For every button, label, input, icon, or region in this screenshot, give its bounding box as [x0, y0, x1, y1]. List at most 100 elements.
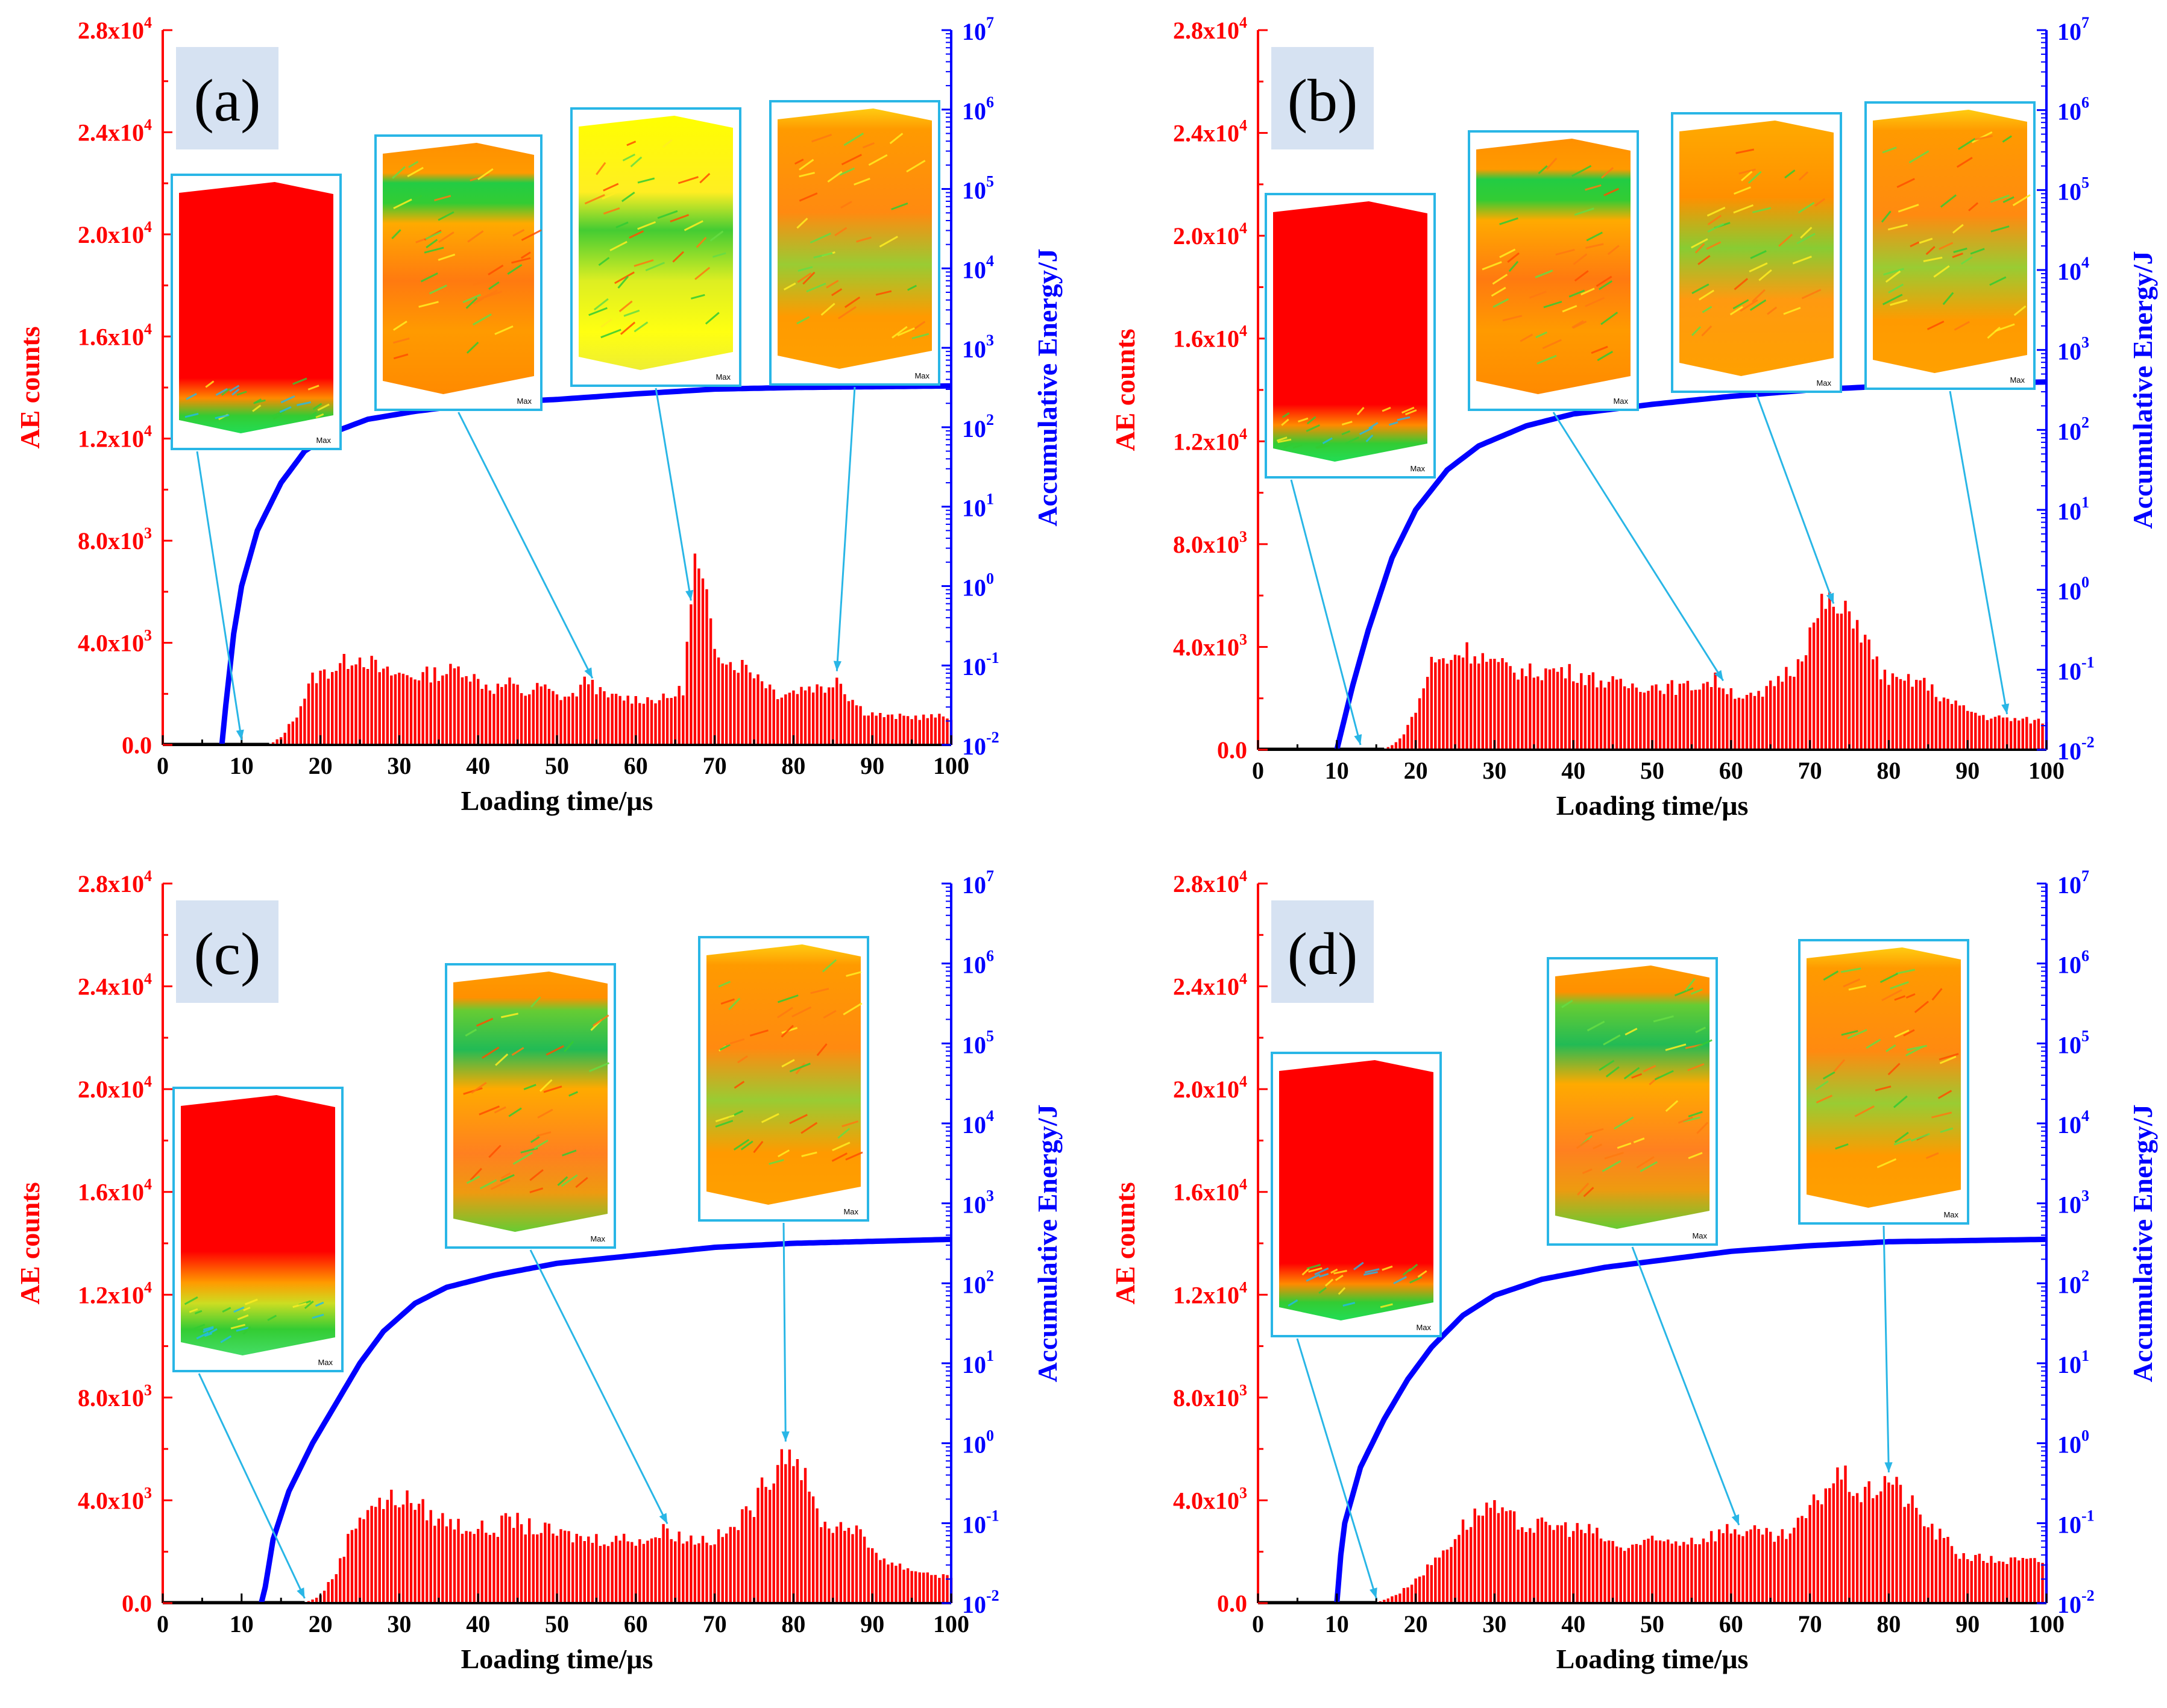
- ae-bar: [741, 1509, 744, 1603]
- ae-bar: [1406, 724, 1409, 750]
- inset-texture: [1604, 1152, 1624, 1160]
- ae-bars: [1386, 592, 2048, 750]
- callout-arrowhead: [1884, 1462, 1893, 1473]
- inset-texture: [1341, 421, 1353, 426]
- ae-bar: [934, 717, 937, 745]
- inset-texture: [575, 1176, 588, 1188]
- ae-bar: [441, 675, 444, 745]
- ae-bar: [1942, 697, 1946, 750]
- ae-bar: [1627, 1548, 1630, 1603]
- ae-bar: [721, 663, 724, 745]
- inset-texture: [1306, 416, 1316, 425]
- ae-bar: [1580, 673, 1583, 750]
- ae-bar: [784, 694, 787, 745]
- right-tick-exponent: 4: [2081, 1107, 2089, 1125]
- ae-bar: [804, 1468, 807, 1603]
- ae-bar: [1709, 687, 1713, 750]
- inset-texture: [1931, 988, 1943, 1001]
- left-tick-mantissa: 2.0x10: [78, 1076, 144, 1103]
- ae-bar: [1879, 1491, 1882, 1603]
- ae-bar: [1950, 704, 1954, 750]
- inset-texture: [561, 1174, 578, 1187]
- ae-bar: [749, 1510, 752, 1603]
- ae-bar: [926, 1572, 929, 1603]
- ae-bar: [1986, 1563, 1989, 1603]
- right-axis-title: Accumulative Energy/J: [1032, 248, 1063, 526]
- ae-bar: [1891, 1484, 1895, 1603]
- ae-bar: [1489, 1507, 1492, 1603]
- ae-bar: [606, 1546, 610, 1603]
- ae-bar: [926, 718, 929, 745]
- callout-arrowhead: [1714, 670, 1723, 681]
- right-tick-exponent: 7: [986, 14, 994, 31]
- ae-bar: [354, 664, 357, 745]
- ae-bar: [882, 1558, 885, 1603]
- ae-bar: [1855, 1493, 1859, 1603]
- inset-texture: [1823, 970, 1839, 981]
- inset-texture: [1593, 1143, 1603, 1150]
- left-tick-exponent: 4: [144, 867, 152, 885]
- inset-block: [453, 972, 608, 1232]
- inset-texture: [271, 410, 285, 418]
- inset-texture: [292, 1302, 307, 1308]
- ae-bar: [1619, 1547, 1622, 1603]
- callout-arrowhead: [1826, 592, 1834, 604]
- left-tick-mantissa: 1.2x10: [1173, 1281, 1239, 1308]
- x-tick-label: 70: [1798, 757, 1822, 784]
- inset-texture: [1665, 1043, 1687, 1051]
- ae-bar: [339, 1558, 342, 1603]
- ae-bar: [1517, 679, 1520, 750]
- ae-bar: [1714, 673, 1717, 750]
- panel-label: (d): [1288, 920, 1358, 987]
- ae-bar: [1844, 600, 1847, 750]
- left-tick-label: 2.4x104: [1173, 970, 1247, 1000]
- x-tick-label: 10: [1325, 1610, 1349, 1637]
- ae-bar: [1883, 1476, 1887, 1603]
- inset-block: [778, 108, 932, 369]
- ae-bar: [1722, 1533, 1725, 1603]
- x-tick-label: 0: [157, 1610, 169, 1637]
- ae-bar: [1706, 1542, 1709, 1603]
- x-tick-label: 100: [2028, 757, 2065, 784]
- inset-texture: [279, 406, 292, 413]
- ae-bar: [1675, 695, 1678, 750]
- inset-texture: [1341, 430, 1351, 436]
- ae-bar: [1694, 1544, 1697, 1603]
- right-tick-exponent: 4: [2081, 254, 2089, 271]
- inset-texture: [810, 988, 829, 994]
- ae-bar: [626, 1541, 629, 1603]
- ae-bar: [1883, 670, 1887, 750]
- ae-bar: [512, 1528, 515, 1603]
- inset-texture: [1890, 299, 1908, 306]
- inset-texture: [409, 195, 423, 203]
- snapshot-inset: Max: [1265, 193, 1436, 479]
- ae-bar: [1477, 664, 1480, 750]
- ae-bar: [1852, 1496, 1855, 1603]
- ae-bar: [322, 1590, 326, 1603]
- left-tick-exponent: 3: [1239, 528, 1247, 545]
- left-tick-exponent: 4: [144, 1073, 152, 1090]
- ae-bar: [1757, 691, 1760, 750]
- right-tick-base: 10: [2057, 1591, 2081, 1618]
- left-tick-mantissa: 1.6x10: [1173, 1179, 1239, 1206]
- ae-bar: [2021, 718, 2024, 750]
- ae-bar: [626, 695, 629, 745]
- ae-bar: [1678, 1545, 1681, 1603]
- inset-texture: [603, 207, 620, 215]
- ae-bar: [898, 1563, 902, 1603]
- inset-block: [1273, 201, 1427, 462]
- ae-bar: [1931, 684, 1934, 750]
- inset-texture: [705, 312, 720, 325]
- inset-texture: [1697, 255, 1711, 265]
- inset-texture: [1688, 1152, 1703, 1160]
- energy-curve: [219, 383, 951, 746]
- inset-texture: [1507, 252, 1520, 263]
- right-tick-base: 10: [962, 653, 986, 680]
- inset-texture: [796, 218, 808, 229]
- ae-bar: [555, 694, 559, 745]
- ae-bar: [1524, 1532, 1527, 1603]
- inset-texture: [317, 403, 330, 411]
- ae-bar: [571, 692, 574, 745]
- inset-texture: [799, 192, 818, 202]
- ae-bar: [1840, 614, 1843, 750]
